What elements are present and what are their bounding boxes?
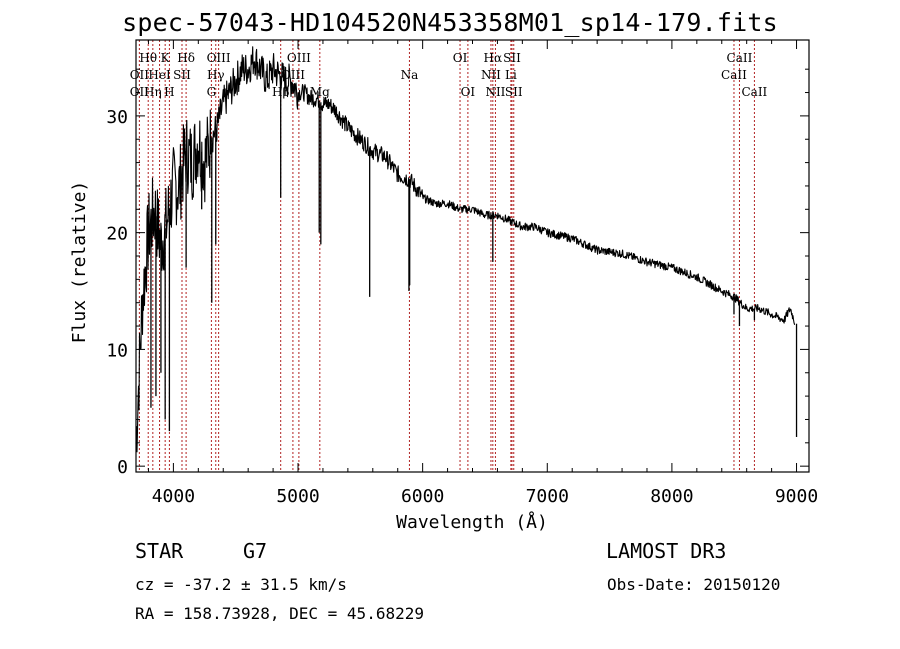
marker-label: H	[164, 85, 174, 99]
x-tick-label: 5000	[276, 486, 319, 507]
marker-label: G	[207, 85, 217, 99]
y-tick-label: 0	[117, 457, 128, 478]
coordinates: RA = 158.73928, DEC = 45.68229	[135, 604, 424, 623]
marker-label: Hγ	[207, 68, 225, 82]
x-tick-label: 4000	[152, 486, 195, 507]
marker-label: OIII	[281, 68, 305, 82]
chart-title: spec-57043-HD104520N453358M01_sp14-179.f…	[122, 8, 778, 37]
y-tick-label: 30	[106, 107, 128, 128]
marker-label: OIII	[207, 51, 231, 65]
marker-label: SII	[173, 68, 191, 82]
marker-label: OII	[130, 68, 150, 82]
marker-label: SII	[503, 51, 521, 65]
redshift-velocity: cz = -37.2 ± 31.5 km/s	[135, 575, 347, 594]
marker-label: Na	[401, 68, 419, 82]
x-tick-label: 7000	[526, 486, 569, 507]
object-subclass: G7	[243, 539, 268, 563]
marker-label: OI	[453, 51, 468, 65]
x-tick-label: 6000	[401, 486, 444, 507]
marker-label: NII	[485, 85, 505, 99]
marker-label: Li	[505, 68, 517, 82]
absorption-dips	[150, 76, 798, 437]
y-axis-label: Flux (relative)	[69, 181, 90, 344]
marker-label: Hθ	[139, 51, 157, 65]
x-axis-label: Wavelength (Å)	[396, 511, 548, 533]
marker-label: CaII	[721, 68, 747, 82]
marker-label: OII	[130, 85, 150, 99]
x-tick-label: 8000	[650, 486, 693, 507]
marker-lines	[138, 40, 755, 472]
marker-label: Mg	[310, 85, 330, 99]
marker-label: Hβ	[272, 85, 289, 99]
survey-name: LAMOST DR3	[606, 539, 727, 563]
x-tick-label: 9000	[775, 486, 818, 507]
spectrum-line	[135, 46, 796, 453]
object-class: STAR	[135, 539, 184, 563]
axis-ticks: 4000 5000 6000 7000 8000 9000 0 10 20 30	[106, 40, 818, 507]
marker-label: Hδ	[177, 51, 195, 65]
observation-date: Obs-Date: 20150120	[607, 575, 781, 594]
marker-label: CaII	[741, 85, 767, 99]
marker-label: OIII	[287, 51, 311, 65]
marker-label: CaII	[727, 51, 753, 65]
marker-label: K	[161, 51, 171, 65]
y-tick-label: 10	[106, 340, 128, 361]
marker-label: HeI	[148, 68, 171, 82]
marker-label: OI	[461, 85, 476, 99]
plot-frame	[135, 39, 810, 473]
y-tick-label: 20	[106, 224, 128, 245]
marker-label: SII	[505, 85, 523, 99]
marker-label: Hη	[144, 85, 162, 99]
marker-label: Hα	[484, 51, 503, 65]
marker-label: NII	[481, 68, 501, 82]
